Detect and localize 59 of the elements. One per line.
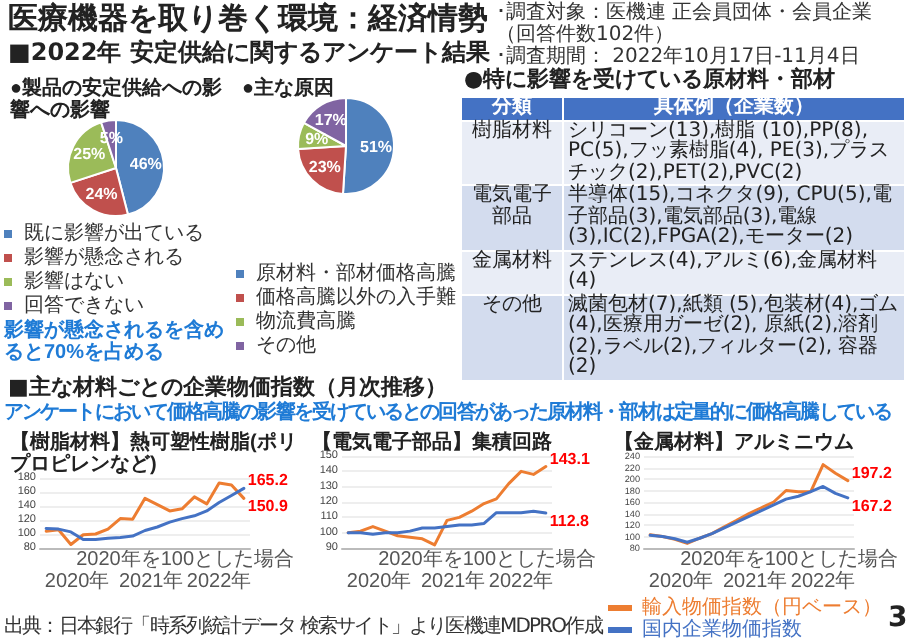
text: 2020年 bbox=[648, 569, 714, 593]
text: 金属材料 bbox=[461, 249, 563, 294]
legend-label: 輸入物価指数（円ベース） bbox=[642, 595, 882, 619]
legend-label: 原材料・部材価格高騰 bbox=[256, 261, 456, 285]
text: ･調査期間： 2022年10月17日-11月4日 bbox=[496, 46, 862, 68]
text: 電気電子部品 bbox=[461, 184, 563, 250]
text: シリコーン(13),樹脂 (10),PP(8), PC(5),フッ素樹脂(4), PE(3),プラスチック(2),PET(2),PVC(2) bbox=[563, 119, 905, 185]
text: 樹脂材料 bbox=[461, 119, 563, 185]
data-label: 143.1 bbox=[549, 449, 591, 468]
legend-label: その他 bbox=[256, 333, 316, 357]
legend-label: 影響が懸念される bbox=[24, 245, 184, 269]
text: ■主な材料ごとの企業物価指数（月次推移） bbox=[8, 374, 447, 400]
text: 2022年 bbox=[488, 569, 554, 593]
text: 2020年 bbox=[44, 569, 110, 593]
legend-label: 影響はない bbox=[24, 269, 124, 293]
data-label: 51% bbox=[359, 137, 392, 156]
data-label: 17% bbox=[314, 111, 347, 130]
text: 2022年 bbox=[790, 569, 856, 593]
text: 滅菌包材(7),紙類 (5),包装材(4),ゴム(4),医療用ガーゼ(2), 原紙(2),溶剤(2),ラベル(2),フィルター(2), 容器(2) bbox=[563, 293, 905, 380]
text: 2020年を100とした場合 bbox=[378, 547, 597, 571]
text: 2021年 bbox=[118, 569, 184, 593]
line-series bbox=[648, 463, 850, 545]
text: 2021年 bbox=[420, 569, 486, 593]
text: 影響が懸念されるを含めると70%を占める bbox=[2, 318, 224, 364]
text: ●特に影響を受けている原材料・部材 bbox=[464, 66, 836, 93]
data-label: 167.2 bbox=[851, 496, 893, 515]
legend-label: 価格高騰以外の入手難 bbox=[256, 285, 456, 309]
annotation: 2020年を100とした場合 bbox=[76, 547, 295, 571]
chart-title: 【金属材料】アルミニウム bbox=[614, 430, 854, 454]
chart-title: ●主な原因 bbox=[242, 76, 335, 100]
text: ステンレス(4),アルミ(6),金属材料(4) bbox=[563, 249, 905, 294]
text: 2022年 bbox=[186, 569, 252, 593]
text: 2021年 bbox=[722, 569, 788, 593]
text: 2020年 bbox=[346, 569, 412, 593]
legend-label: 既に影響が出ている bbox=[24, 221, 204, 245]
legend-label: 物流費高騰 bbox=[256, 309, 356, 333]
line-series bbox=[648, 484, 850, 544]
text: アンケートにおいて価格高騰の影響を受けているとの回答があった原材料・部材は定量的に価格高騰している bbox=[4, 402, 891, 424]
data-label: 150.9 bbox=[247, 497, 289, 516]
legend-label: 回答できない bbox=[24, 293, 144, 317]
text: 2020年を100とした場合 bbox=[680, 547, 899, 571]
data-label: 23% bbox=[308, 158, 341, 177]
data-label: 9% bbox=[305, 130, 329, 149]
text: ･調査対象：医機連 正会員団体・会員企業（回答件数102件） bbox=[496, 2, 875, 46]
data-label: 46% bbox=[129, 155, 162, 174]
chart-title: ●製品の安定供給への影響への影響 bbox=[10, 76, 223, 122]
data-label: 165.2 bbox=[247, 471, 289, 490]
line-series bbox=[346, 509, 548, 536]
data-label: 24% bbox=[85, 185, 118, 204]
text: その他 bbox=[461, 293, 563, 380]
text: ■2022年 安定供給に関するアンケート結果 bbox=[8, 38, 490, 67]
text: 医療機器を取り巻く環境：経済情勢 bbox=[8, 0, 488, 36]
text: 半導体(15),コネクタ(9), CPU(5),電子部品(3),電気部品(3),電線(3),IC(2),FPGA(2),モーター(2) bbox=[563, 184, 905, 250]
data-label: 25% bbox=[73, 145, 106, 164]
source-note: 出典：日本銀行「時系列統計データ 検索サイト」より医機連MDPRO作成 bbox=[4, 616, 602, 638]
data-label: 197.2 bbox=[851, 463, 893, 482]
data-label: 112.8 bbox=[549, 512, 591, 531]
legend-label: 国内企業物価指数 bbox=[642, 617, 802, 640]
text: 3 bbox=[888, 602, 906, 635]
